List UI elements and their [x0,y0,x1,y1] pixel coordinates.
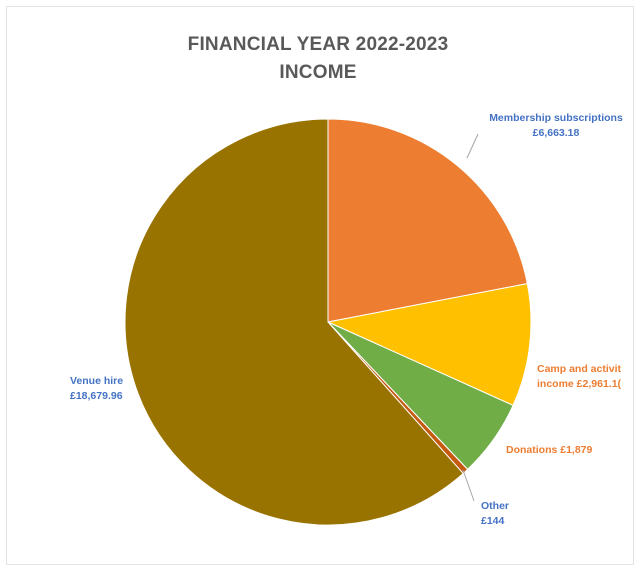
pie-slice-membership-subscriptions [327,118,528,323]
data-label-line: Membership subscriptions [489,112,623,124]
data-label-line: Venue hire [70,375,123,387]
pie-slice-camp-and-activity-income [326,283,532,407]
data-labels: Membership subscriptions £6,663.18 Camp an… [70,112,623,527]
data-label-line: Other [481,500,509,512]
leader-line [466,133,479,159]
data-label-membership-subscriptions: Membership subscriptions £6,663.18 [489,112,623,139]
data-label-venue-hire: Venue hire £18,679.96 [70,375,123,402]
data-label-line: income £2,961.1( [537,378,622,390]
chart-title-line-1: FINANCIAL YEAR 2022-2023 [187,34,449,55]
chart-title-line-2: INCOME [279,62,357,83]
data-label-camp-and-activity-income: Camp and activit income £2,961.1( [537,363,622,390]
data-label-other: Other £144 [481,500,509,527]
data-label-line: £18,679.96 [70,390,123,402]
data-label-line: £144 [481,515,505,527]
data-label-donations: Donations £1,879 [506,444,593,456]
data-label-line: Donations £1,879 [506,444,593,456]
data-label-line: £6,663.18 [533,127,580,139]
data-label-line: Camp and activit [537,363,622,375]
pie-slice-venue-hire [124,118,464,526]
pie-slices [124,118,532,526]
leader-lines [462,133,479,502]
leader-line [462,469,475,502]
